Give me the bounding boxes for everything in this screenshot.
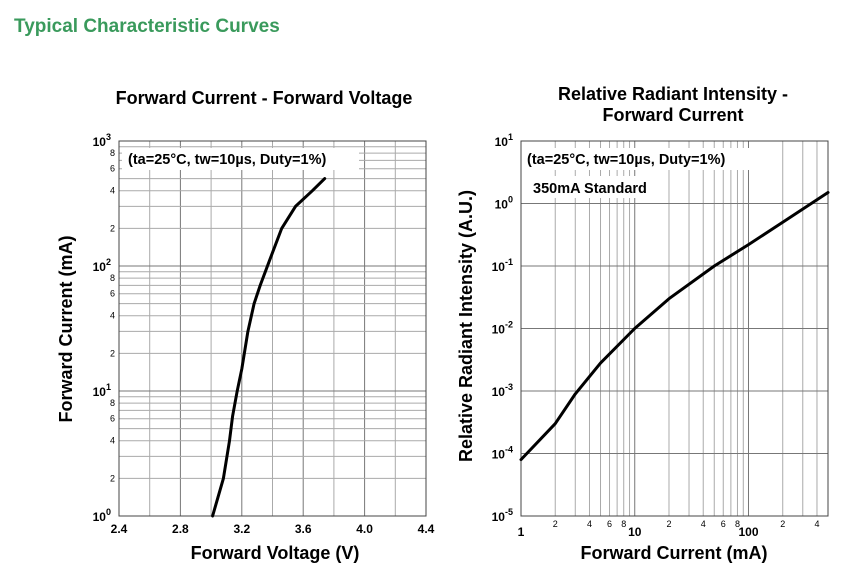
chart2-frame	[520, 140, 829, 517]
chart1-y-minor-label: 4	[110, 186, 115, 196]
chart2-y-tick-label: 101	[495, 132, 513, 149]
chart1-xlabel: Forward Voltage (V)	[191, 543, 360, 563]
chart1-y-minor-label: 4	[110, 311, 115, 321]
chart2-x-minor-label: 4	[814, 519, 819, 529]
chart1-grid	[118, 140, 427, 517]
chart1-curve	[211, 177, 327, 518]
chart2-x-minor-label: 8	[735, 519, 740, 529]
chart1-y-tick-label: 102	[93, 257, 111, 274]
chart2-x-minor-label: 2	[780, 519, 785, 529]
chart1-y-tick-label: 103	[93, 132, 111, 149]
chart1-ylabel: Forward Current (mA)	[56, 235, 76, 422]
chart1-y-ticks: 100 101 102 103 2 4 6 8 2 4 6 8 2 4 6 8	[93, 132, 115, 524]
chart2-y-tick-label: 10-4	[492, 445, 513, 462]
chart2-x-tick-label: 10	[628, 525, 642, 539]
chart1-x-tick-label: 3.6	[295, 522, 312, 536]
chart1-y-minor-label: 2	[110, 348, 115, 358]
chart1-x-tick-label: 2.4	[111, 522, 128, 536]
chart1-y-minor-label: 8	[110, 273, 115, 283]
chart2-y-ticks: 10-5 10-4 10-3 10-2 10-1 100 101	[492, 132, 513, 524]
chart2-x-minor-label: 8	[621, 519, 626, 529]
chart1-y-minor-label: 4	[110, 436, 115, 446]
chart1-title: Forward Current - Forward Voltage	[116, 88, 413, 108]
chart2-annotation2: 350mA Standard	[533, 181, 647, 197]
chart1-x-tick-label: 4.0	[356, 522, 373, 536]
chart1-x-tick-label: 2.8	[172, 522, 189, 536]
chart1-y-minor-label: 6	[110, 289, 115, 299]
chart2-y-tick-label: 10-1	[492, 257, 513, 274]
forward-current-voltage-chart: Forward Current - Forward Voltage 2.4 2.8…	[56, 88, 435, 563]
chart1-y-minor-label: 8	[110, 148, 115, 158]
chart2-x-tick-label: 1	[518, 525, 525, 539]
chart1-x-ticks: 2.4 2.8 3.2 3.6 4.0 4.4	[111, 522, 435, 536]
chart2-annotation-bg	[524, 148, 756, 170]
chart2-title-line2: Forward Current	[602, 105, 743, 125]
chart2-xlabel: Forward Current (mA)	[580, 543, 767, 563]
chart2-x-minor-label: 4	[701, 519, 706, 529]
radiant-intensity-current-chart: Relative Radiant Intensity - Forward Cur…	[456, 84, 830, 563]
chart1-x-tick-label: 3.2	[233, 522, 250, 536]
chart1-y-minor-label: 2	[110, 473, 115, 483]
chart1-y-minor-label: 6	[110, 414, 115, 424]
chart2-x-minor-label: 4	[587, 519, 592, 529]
chart2-x-minor-label: 6	[721, 519, 726, 529]
chart1-y-minor-label: 6	[110, 164, 115, 174]
chart2-y-tick-label: 100	[495, 195, 513, 212]
chart2-curve	[519, 191, 830, 462]
chart1-annotation: (ta=25°C, tw=10µs, Duty=1%)	[128, 152, 326, 168]
chart2-title-line1: Relative Radiant Intensity -	[558, 84, 788, 104]
chart2-y-tick-label: 10-3	[492, 382, 513, 399]
section-title: Typical Characteristic Curves	[14, 16, 280, 37]
chart2-x-minor-label: 6	[607, 519, 612, 529]
chart2-ylabel: Relative Radiant Intensity (A.U.)	[456, 190, 476, 462]
chart1-x-tick-label: 4.4	[418, 522, 435, 536]
chart1-annotation-bg	[122, 148, 359, 170]
chart1-y-tick-label: 100	[93, 507, 111, 524]
chart2-annotation: (ta=25°C, tw=10µs, Duty=1%)	[527, 152, 725, 168]
chart2-y-tick-label: 10-5	[492, 507, 513, 524]
chart2-x-minor-label: 2	[553, 519, 558, 529]
chart1-frame	[118, 140, 427, 517]
chart1-y-minor-label: 2	[110, 223, 115, 233]
chart2-annotation2-bg	[530, 176, 666, 198]
chart1-y-tick-label: 101	[93, 382, 111, 399]
chart2-grid	[520, 140, 829, 517]
chart2-y-tick-label: 10-2	[492, 320, 513, 337]
chart1-y-minor-label: 8	[110, 398, 115, 408]
chart2-x-minor-label: 2	[666, 519, 671, 529]
chart2-x-tick-label: 100	[738, 525, 758, 539]
